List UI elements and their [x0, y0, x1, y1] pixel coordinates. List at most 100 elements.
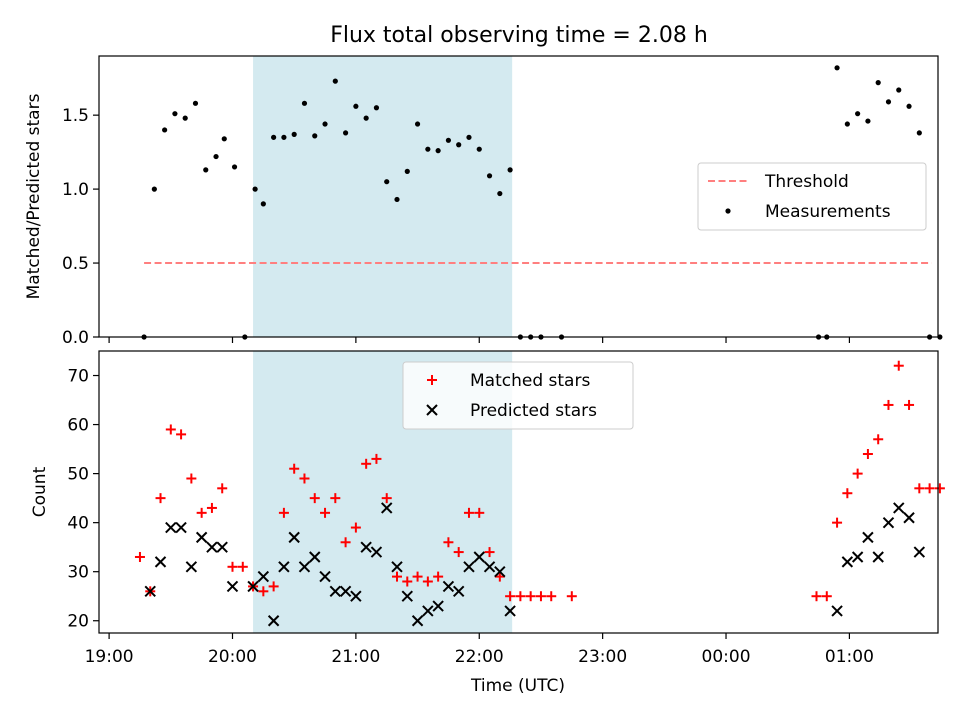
x-tick-label: 20:00 — [208, 647, 257, 667]
y-tick-label: 40 — [67, 514, 89, 534]
matched-star-point — [852, 468, 863, 479]
predicted-star-point — [360, 541, 372, 553]
measurement-point — [435, 148, 441, 154]
predicted-star-point — [411, 615, 424, 627]
predicted-star-point — [185, 561, 198, 573]
measurement-point — [151, 186, 157, 192]
measurement-point — [466, 134, 472, 140]
legend-predicted-swatch — [426, 404, 438, 416]
y-tick-label: 1.5 — [62, 106, 89, 126]
measurement-point — [414, 121, 421, 127]
top-legend: Threshold Measurements — [697, 162, 927, 231]
predicted-star-point — [432, 600, 444, 612]
measurement-point — [896, 87, 902, 93]
legend-matched-label: Matched stars — [470, 371, 590, 391]
top-y-ticks: 0.0 0.5 1.0 1.5 — [62, 106, 99, 348]
predicted-star-point — [391, 561, 403, 573]
legend-measurements-label: Measurements — [765, 202, 891, 222]
matched-star-point — [227, 561, 238, 572]
measurement-point — [497, 190, 503, 197]
measurement-point — [906, 103, 912, 109]
predicted-star-point — [350, 590, 362, 602]
matched-star-point — [842, 488, 853, 499]
top-legend-box — [697, 162, 927, 231]
measurement-point — [404, 168, 410, 174]
bottom-panel: 20 30 40 50 60 70 19:00 20:00 21:00 22:00 23:00 00… — [30, 350, 945, 696]
measurement-point — [213, 153, 219, 160]
bottom-x-ticks: 19:00 20:00 21:00 22:00 23:00 00:00 01:00 — [85, 633, 874, 667]
predicted-star-point — [483, 561, 496, 573]
matched-star-point — [883, 399, 894, 410]
y-tick-label: 60 — [67, 416, 89, 436]
y-tick-label: 0.0 — [62, 328, 89, 348]
measurement-point — [322, 121, 328, 127]
top-axes-frame — [98, 55, 939, 338]
legend-measurements-swatch — [725, 208, 731, 214]
measurement-point — [456, 142, 462, 148]
top-x-ticks — [108, 337, 851, 343]
matched-star-point — [474, 507, 485, 518]
matched-star-point — [934, 483, 945, 494]
predicted-star-point — [165, 521, 177, 534]
x-axis-label: Time (UTC) — [470, 676, 565, 696]
matched-star-point — [299, 473, 310, 484]
predicted-star-point — [329, 585, 342, 598]
predicted-star-point — [401, 590, 413, 602]
predicted-star-point — [226, 580, 239, 593]
predicted-star-point — [504, 605, 516, 617]
predicted-star-point — [903, 512, 915, 524]
measurement-point — [342, 130, 349, 136]
matched-star-point — [309, 493, 320, 504]
predicted-star-point — [851, 551, 864, 563]
predicted-star-point — [339, 585, 352, 598]
predicted-star-point — [298, 561, 311, 573]
x-tick-label: 01:00 — [825, 647, 874, 667]
matched-star-point — [206, 502, 217, 513]
predicted-star-point — [831, 605, 843, 617]
predicted-star-point — [882, 516, 895, 529]
matched-star-point — [371, 453, 382, 464]
y-tick-label: 0.5 — [62, 254, 89, 274]
predicted-star-point — [862, 531, 874, 544]
measurement-point — [834, 65, 840, 71]
matched-star-point — [320, 507, 331, 518]
matched-star-point — [165, 424, 176, 435]
shaded-region-top — [253, 56, 513, 337]
matched-star-point — [535, 591, 546, 602]
predicted-star-point — [247, 580, 259, 593]
measurement-point — [162, 127, 168, 133]
bottom-legend: Matched stars Predicted stars — [402, 361, 634, 430]
y-tick-label: 20 — [67, 612, 89, 632]
predicted-star-point — [422, 605, 434, 617]
predicted-star-point — [370, 546, 383, 558]
predicted-star-point — [473, 551, 485, 563]
matched-star-point — [453, 547, 464, 558]
predicted-star-point — [913, 546, 926, 558]
matched-star-point — [134, 551, 145, 562]
matched-star-point — [873, 434, 884, 445]
matched-star-point — [924, 483, 935, 494]
matched-star-point — [289, 463, 300, 474]
matched-star-point — [463, 507, 474, 518]
predicted-star-point — [872, 551, 884, 563]
measurement-point — [425, 146, 431, 152]
x-tick-label: 00:00 — [702, 647, 751, 667]
measurement-point — [312, 133, 318, 139]
matched-star-point — [422, 576, 433, 587]
x-tick-label: 22:00 — [455, 647, 504, 667]
predicted-star-point — [278, 561, 290, 573]
count-points — [134, 360, 945, 627]
matched-star-point — [525, 591, 536, 602]
y-tick-label: 50 — [67, 465, 89, 485]
matched-star-point — [402, 576, 413, 587]
matched-star-point — [443, 537, 454, 548]
matched-star-point — [433, 571, 444, 582]
bottom-y-axis-label: Count — [30, 466, 50, 517]
predicted-star-point — [319, 570, 331, 583]
matched-star-point — [258, 586, 269, 597]
measurement-point — [476, 146, 482, 152]
x-tick-label: 19:00 — [85, 647, 134, 667]
measurement-point — [445, 137, 452, 143]
matched-star-point — [176, 429, 187, 440]
matched-star-point — [330, 493, 341, 504]
